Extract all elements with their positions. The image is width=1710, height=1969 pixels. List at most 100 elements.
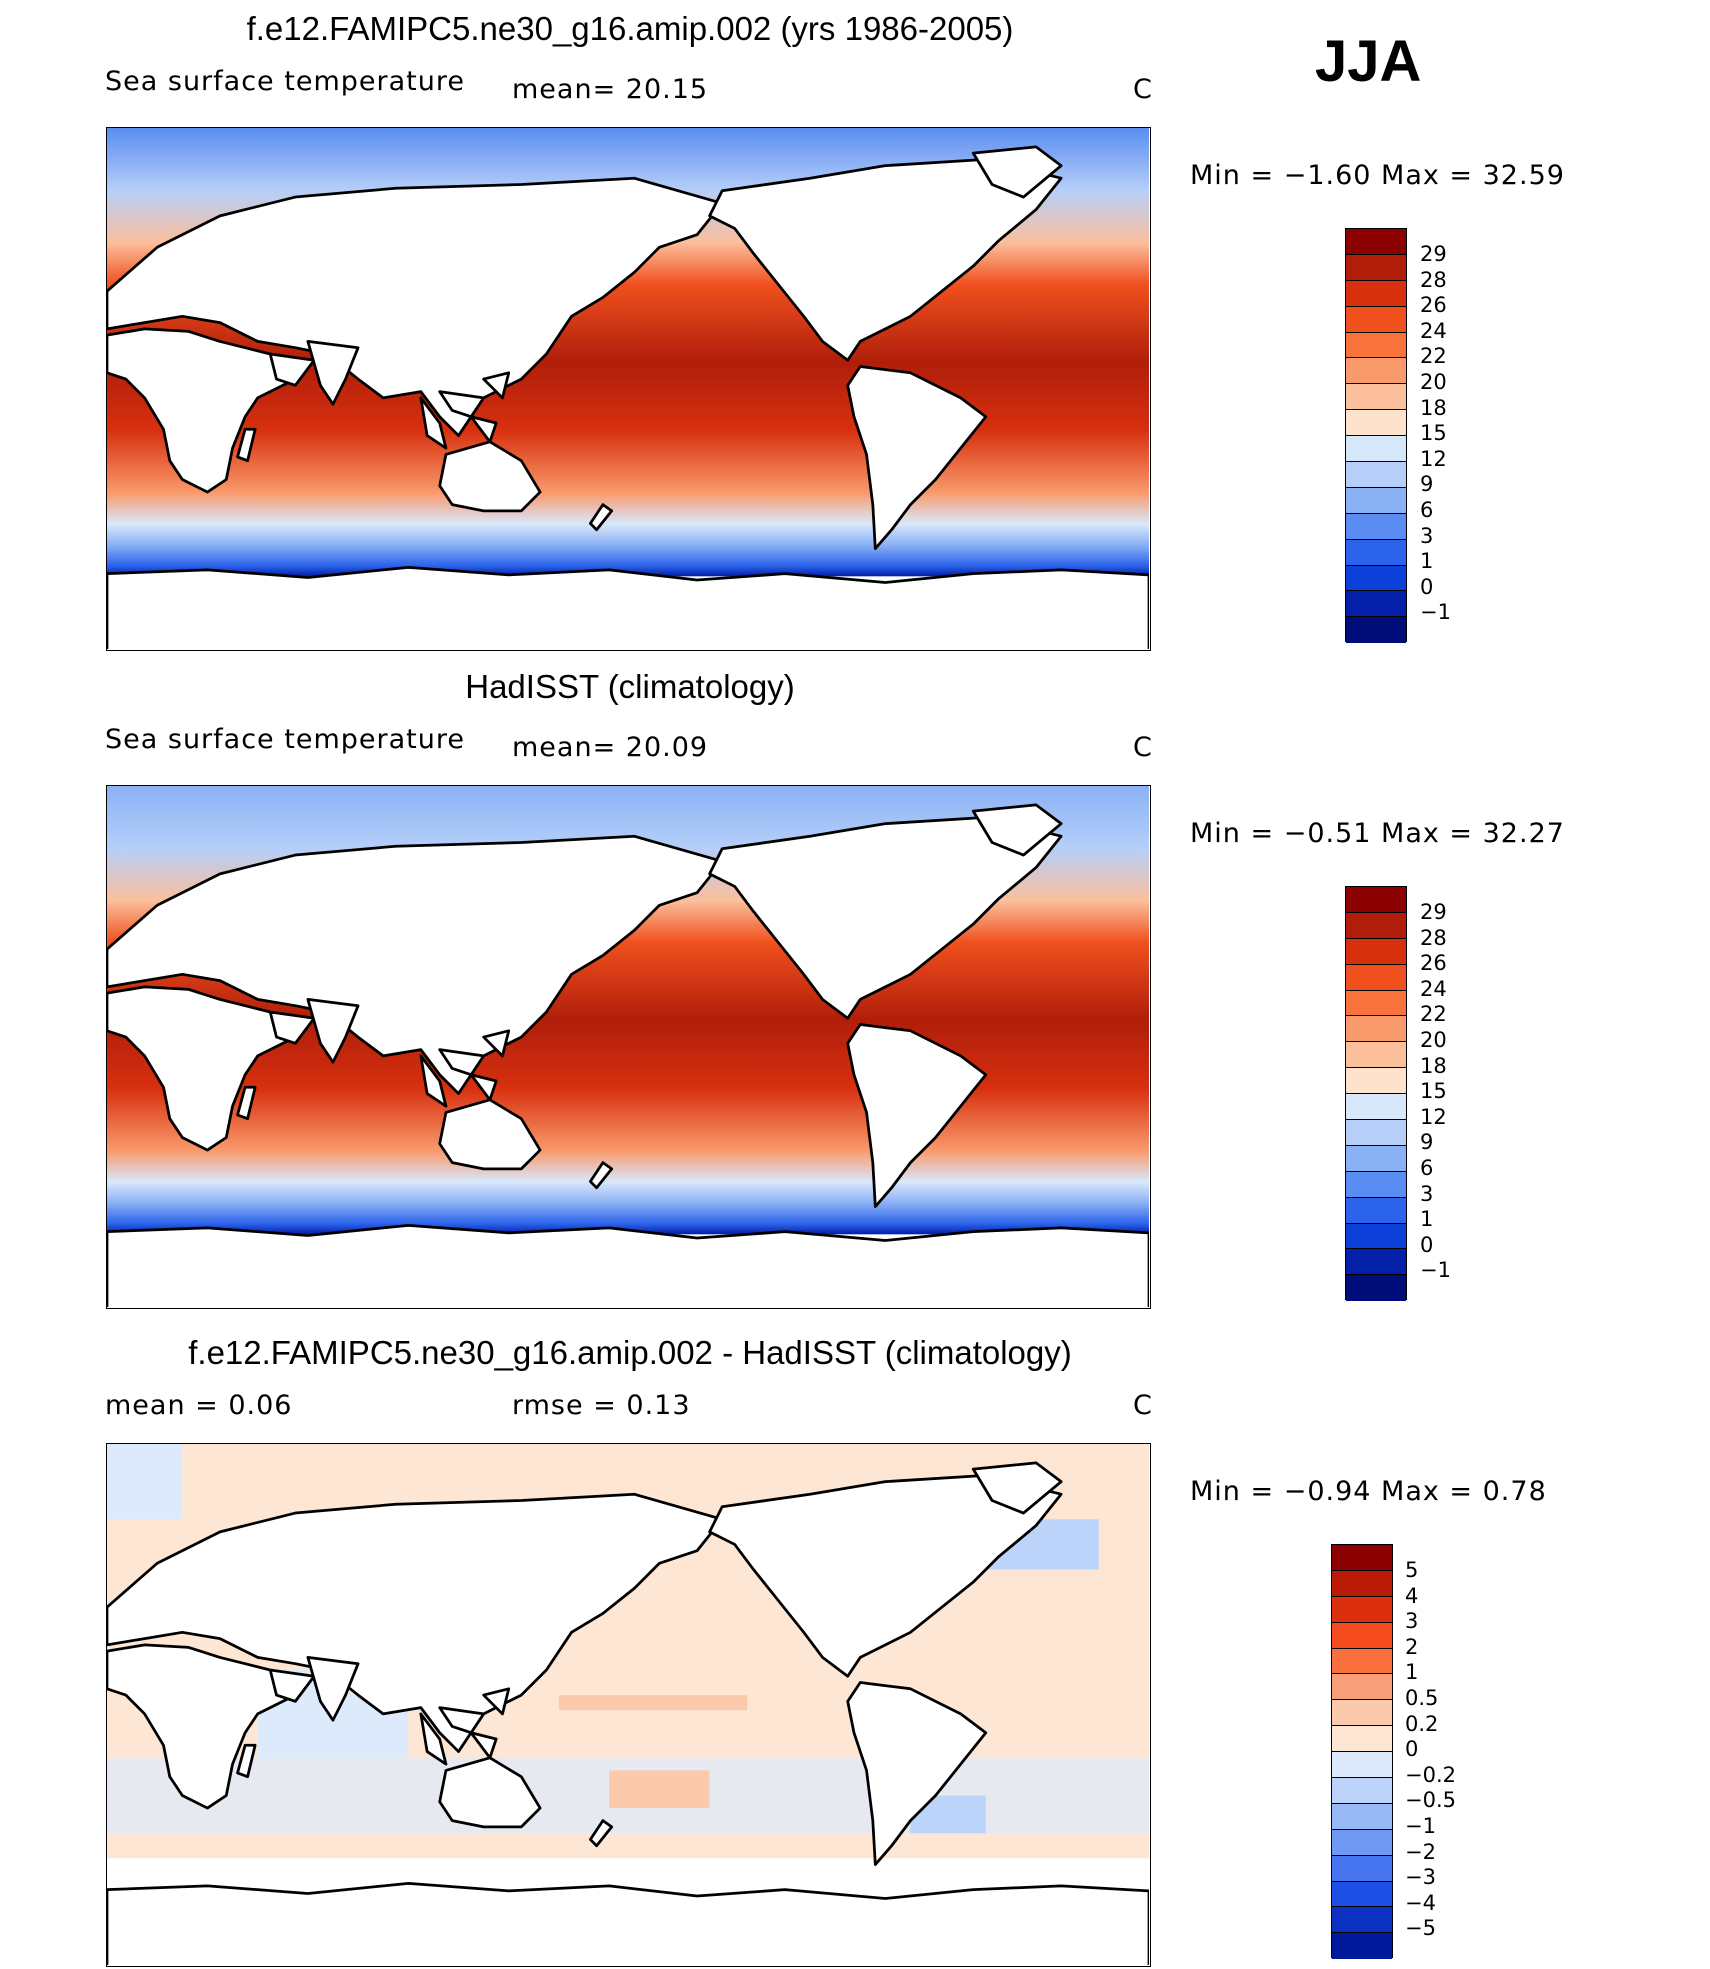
panel1-minmax: Min = −1.60 Max = 32.59: [1190, 160, 1565, 191]
colorbar-tick: 3: [1420, 523, 1434, 548]
colorbar-tick: 0: [1420, 574, 1434, 599]
colorbar-tick: 29: [1420, 900, 1447, 924]
colorbar-swatch: [1346, 280, 1406, 307]
colorbar-tick: 5: [1405, 1558, 1419, 1582]
panel1-title: f.e12.FAMIPC5.ne30_g16.amip.002 (yrs 198…: [246, 10, 1014, 47]
panel2-mean: mean= 20.09: [512, 732, 709, 763]
colorbar-tick: 0: [1405, 1737, 1419, 1762]
colorbar-swatch: [1346, 565, 1406, 592]
colorbar-tick: −1: [1405, 1813, 1436, 1838]
colorbar-swatch: [1346, 1171, 1406, 1198]
colorbar-swatch: [1346, 990, 1406, 1017]
colorbar-swatch: [1332, 1881, 1392, 1908]
colorbar-tick: 6: [1420, 497, 1434, 522]
colorbar-swatch: [1332, 1674, 1392, 1701]
colorbar-tick: −0.2: [1405, 1762, 1456, 1787]
colorbar-swatch: [1332, 1778, 1392, 1804]
colorbar-swatch: [1346, 410, 1406, 437]
panel2-colorbar-ticks: 29 28 26 24 22 20 18 15 12 9 6 3 1 0 −1: [1420, 900, 1451, 1284]
panel1-colorbar: [1345, 228, 1407, 644]
panel2-minmax: Min = −0.51 Max = 32.27: [1190, 818, 1565, 849]
panel2-map: [106, 785, 1151, 1309]
colorbar-swatch: [1346, 229, 1406, 255]
colorbar-swatch: [1346, 358, 1406, 385]
colorbar-swatch: [1332, 1622, 1392, 1649]
colorbar-tick: 0.5: [1405, 1685, 1439, 1710]
colorbar-swatch: [1346, 1120, 1406, 1146]
panel2-colorbar: [1345, 886, 1407, 1302]
colorbar-swatch: [1346, 1223, 1406, 1250]
panel1-colorbar-ticks: 29 28 26 24 22 20 18 15 12 9 6 3 1 0 −1: [1420, 242, 1451, 626]
colorbar-swatch: [1346, 1145, 1406, 1172]
colorbar-swatch: [1346, 591, 1406, 618]
colorbar-tick: −3: [1405, 1865, 1436, 1890]
colorbar-swatch: [1346, 539, 1406, 566]
colorbar-swatch: [1346, 887, 1406, 913]
colorbar-tick: −4: [1405, 1890, 1436, 1915]
colorbar-tick: 20: [1420, 369, 1447, 394]
panel3-mean: mean = 0.06: [105, 1390, 293, 1421]
colorbar-tick: 9: [1420, 1130, 1434, 1155]
colorbar-tick: 0: [1420, 1232, 1434, 1257]
colorbar-swatch: [1332, 1829, 1392, 1856]
colorbar-swatch: [1346, 436, 1406, 463]
colorbar-tick: 6: [1420, 1155, 1434, 1180]
panel3-title: f.e12.FAMIPC5.ne30_g16.amip.002 - HadISS…: [188, 1334, 1072, 1371]
colorbar-tick: −0.5: [1405, 1788, 1456, 1813]
panel1-map: [106, 127, 1151, 651]
colorbar-swatch: [1346, 1094, 1406, 1121]
colorbar-swatch: [1346, 306, 1406, 333]
colorbar-swatch: [1346, 1249, 1406, 1276]
colorbar-swatch: [1332, 1648, 1392, 1675]
colorbar-swatch: [1332, 1933, 1392, 1960]
colorbar-swatch: [1332, 1907, 1392, 1934]
colorbar-tick: 9: [1420, 472, 1434, 497]
panel3-colorbar: [1331, 1544, 1393, 1960]
panel2-title: HadISST (climatology): [465, 668, 795, 705]
colorbar-swatch: [1332, 1700, 1392, 1727]
colorbar-swatch: [1346, 254, 1406, 281]
colorbar-tick: 12: [1420, 446, 1447, 471]
colorbar-tick: 4: [1405, 1583, 1419, 1608]
colorbar-tick: 18: [1420, 395, 1447, 420]
colorbar-swatch: [1346, 1275, 1406, 1302]
panel1-mean: mean= 20.15: [512, 74, 709, 105]
colorbar-tick: −2: [1405, 1839, 1436, 1864]
colorbar-swatch: [1346, 332, 1406, 359]
colorbar-swatch: [1346, 513, 1406, 540]
colorbar-tick: −1: [1420, 1258, 1451, 1283]
colorbar-swatch: [1346, 1197, 1406, 1224]
colorbar-tick: 24: [1420, 976, 1447, 1001]
colorbar-tick: 15: [1420, 1079, 1447, 1104]
colorbar-tick: 2: [1405, 1634, 1419, 1659]
panel2-units: C: [1133, 732, 1153, 763]
colorbar-tick: 1: [1420, 549, 1434, 574]
panel3-minmax: Min = −0.94 Max = 0.78: [1190, 1476, 1547, 1507]
colorbar-tick: 18: [1420, 1053, 1447, 1078]
colorbar-tick: 22: [1420, 344, 1447, 369]
colorbar-tick: 1: [1420, 1207, 1434, 1232]
colorbar-swatch: [1332, 1752, 1392, 1779]
panel3-map: [106, 1443, 1151, 1967]
colorbar-swatch: [1346, 487, 1406, 514]
colorbar-tick: 20: [1420, 1027, 1447, 1052]
colorbar-swatch: [1332, 1570, 1392, 1597]
colorbar-swatch: [1346, 1042, 1406, 1069]
colorbar-tick: 24: [1420, 318, 1447, 343]
colorbar-swatch: [1346, 462, 1406, 488]
colorbar-tick: 15: [1420, 421, 1447, 446]
colorbar-swatch: [1346, 964, 1406, 991]
colorbar-swatch: [1346, 384, 1406, 411]
colorbar-swatch: [1346, 938, 1406, 965]
colorbar-swatch: [1332, 1803, 1392, 1830]
panel2-variable: Sea surface temperature: [105, 724, 465, 755]
colorbar-swatch: [1332, 1596, 1392, 1623]
colorbar-swatch: [1346, 912, 1406, 939]
colorbar-tick: −5: [1405, 1916, 1436, 1941]
colorbar-tick: 28: [1420, 925, 1447, 950]
colorbar-swatch: [1346, 1016, 1406, 1043]
colorbar-tick: 26: [1420, 293, 1447, 318]
colorbar-tick: 0.2: [1405, 1711, 1439, 1736]
colorbar-tick: 3: [1420, 1181, 1434, 1206]
colorbar-swatch: [1332, 1545, 1392, 1571]
